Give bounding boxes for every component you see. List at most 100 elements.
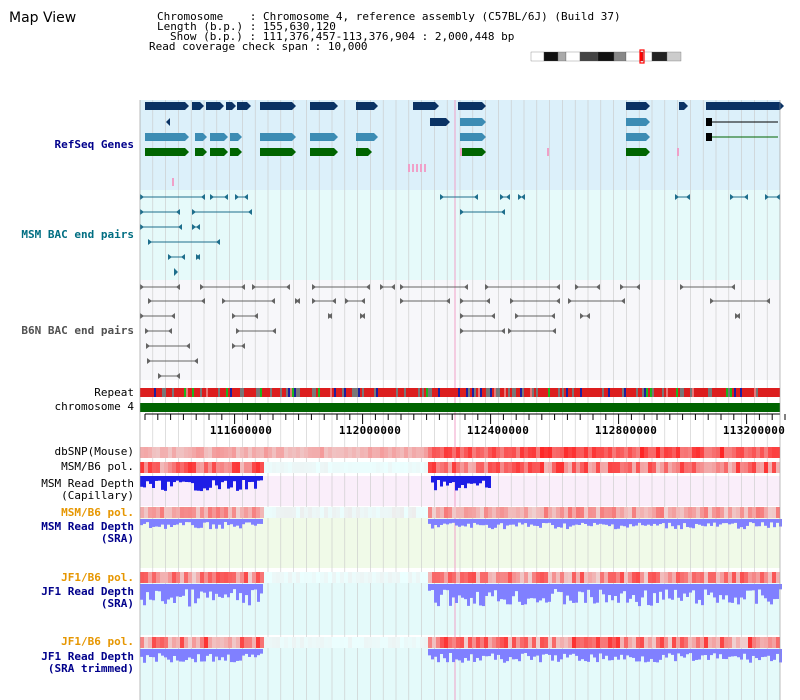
polymorphism-cell	[696, 447, 700, 458]
polymorphism-cell	[192, 507, 196, 518]
bac-end-marker	[744, 194, 748, 200]
repeat-segment	[284, 388, 286, 397]
polymorphism-cell	[480, 572, 484, 583]
polymorphism-cell	[600, 572, 604, 583]
polymorphism-cell	[704, 572, 708, 583]
polymorphism-cell	[328, 637, 332, 648]
track-label-refseq[interactable]: RefSeq Genes	[54, 138, 134, 151]
polymorphism-cell	[184, 462, 188, 473]
polymorphism-cell	[572, 447, 576, 458]
read-depth-bar	[476, 519, 479, 525]
polymorphism-cell	[248, 637, 252, 648]
polymorphism-cell	[584, 447, 588, 458]
span-value: : 10,000	[314, 40, 368, 53]
gene-strand-arrow	[185, 148, 189, 156]
polymorphism-cell	[668, 447, 672, 458]
polymorphism-cell	[672, 447, 676, 458]
polymorphism-cell	[624, 572, 628, 583]
polymorphism-cell	[424, 637, 428, 648]
read-depth-bar	[455, 519, 458, 526]
polymorphism-cell	[708, 637, 712, 648]
read-depth-bar	[161, 519, 164, 525]
read-depth-bar	[470, 519, 473, 528]
bac-end-marker	[460, 328, 464, 334]
polymorphism-cell	[636, 507, 640, 518]
repeat-segment	[230, 388, 232, 397]
repeat-segment	[346, 388, 348, 397]
polymorphism-cell	[256, 447, 260, 458]
read-depth-bar	[530, 584, 533, 599]
read-depth-bar	[734, 649, 737, 657]
read-depth-bar	[248, 584, 251, 606]
polymorphism-cell	[620, 462, 624, 473]
repeat-segment	[486, 388, 488, 397]
polymorphism-cell	[384, 637, 388, 648]
polymorphism-cell	[772, 462, 776, 473]
read-depth-bar	[668, 649, 671, 654]
read-depth-bar	[611, 649, 614, 661]
read-depth-bar	[440, 519, 443, 525]
read-depth-bar	[233, 519, 236, 527]
polymorphism-cell	[536, 462, 540, 473]
polymorphism-cell	[304, 637, 308, 648]
repeat-segment	[418, 388, 420, 397]
polymorphism-cell	[156, 637, 160, 648]
repeat-segment	[722, 388, 724, 397]
polymorphism-cell	[172, 507, 176, 518]
bac-end-marker	[236, 328, 240, 334]
repeat-segment	[288, 388, 290, 397]
polymorphism-cell	[348, 447, 352, 458]
read-depth-bar	[533, 649, 536, 657]
repeat-segment	[710, 388, 712, 397]
read-depth-bar	[677, 519, 680, 526]
polymorphism-cell	[680, 462, 684, 473]
polymorphism-cell	[320, 637, 324, 648]
read-depth-bar	[485, 476, 488, 488]
repeat-segment	[702, 388, 704, 397]
repeat-segment	[210, 388, 212, 397]
read-depth-bar	[482, 519, 485, 526]
read-depth-bar	[164, 519, 167, 529]
bac-end-marker	[675, 194, 679, 200]
polymorphism-cell	[616, 572, 620, 583]
repeat-segment	[334, 388, 336, 397]
read-depth-bar	[236, 584, 239, 601]
read-depth-bar	[614, 519, 617, 530]
polymorphism-cell	[672, 462, 676, 473]
polymorphism-cell	[704, 447, 708, 458]
polymorphism-cell	[148, 507, 152, 518]
repeat-segment	[538, 388, 540, 397]
read-depth-bar	[641, 584, 644, 598]
repeat-segment	[730, 388, 732, 397]
polymorphism-cell	[280, 572, 284, 583]
polymorphism-cell	[256, 462, 260, 473]
polymorphism-cell	[652, 637, 656, 648]
read-depth-bar	[614, 584, 617, 597]
read-depth-bar	[557, 584, 560, 592]
track-label-msm-bac[interactable]: MSM BAC end pairs	[21, 228, 134, 241]
repeat-segment	[168, 388, 170, 397]
read-depth-bar	[458, 519, 461, 527]
polymorphism-cell	[372, 507, 376, 518]
polymorphism-cell	[380, 637, 384, 648]
polymorphism-cell	[720, 447, 724, 458]
read-depth-bar	[221, 519, 224, 529]
read-depth-bar	[686, 649, 689, 655]
repeat-segment	[622, 388, 624, 397]
read-depth-bar	[776, 649, 779, 654]
read-depth-bar	[470, 476, 473, 484]
read-depth-bar	[485, 584, 488, 596]
read-depth-bar	[740, 649, 743, 660]
read-depth-bar	[188, 649, 191, 658]
track-label-b6n-bac[interactable]: B6N BAC end pairs	[21, 324, 134, 337]
read-depth-bar	[560, 584, 563, 593]
read-depth-bar	[692, 519, 695, 529]
read-depth-bar	[626, 519, 629, 528]
polymorphism-cell	[312, 507, 316, 518]
repeat-segment	[636, 388, 638, 397]
polymorphism-cell	[232, 507, 236, 518]
polymorphism-cell	[400, 462, 404, 473]
repeat-segment	[560, 388, 562, 397]
read-depth-bar	[767, 649, 770, 656]
